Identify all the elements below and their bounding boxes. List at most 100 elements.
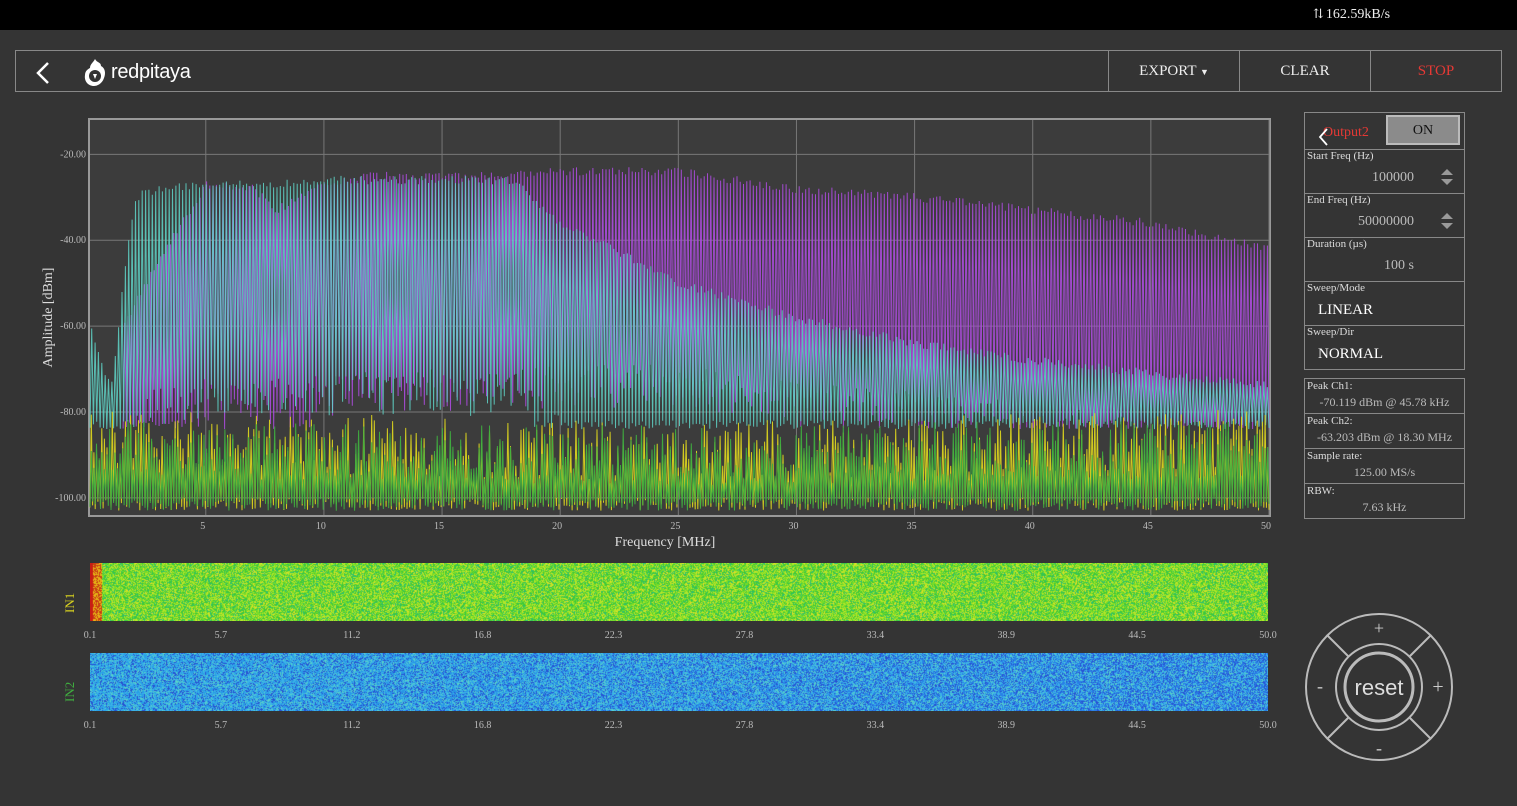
transfer-arrows-icon: ⇅ bbox=[1313, 6, 1324, 21]
redpitaya-logo[interactable]: redpitaya bbox=[82, 57, 191, 87]
waterfall-tick-label: 27.8 bbox=[736, 720, 754, 731]
waterfall-tick-label: 16.8 bbox=[474, 630, 492, 641]
waterfall-tick-label: 0.1 bbox=[84, 720, 97, 731]
waterfall-tick-label: 22.3 bbox=[605, 720, 623, 731]
sweep-dir-field[interactable]: Sweep/Dir NORMAL bbox=[1305, 326, 1464, 369]
spectrum-trace bbox=[89, 175, 1270, 430]
zoom-out-x-button[interactable]: - bbox=[1317, 676, 1323, 696]
duration-value[interactable]: 100 s bbox=[1384, 258, 1414, 273]
waterfall-in2-canvas bbox=[90, 653, 1268, 711]
start-freq-value[interactable]: 100000 bbox=[1372, 170, 1414, 185]
top-toolbar: redpitaya EXPORT ▼ CLEAR STOP bbox=[15, 50, 1502, 92]
peak-ch1-row: Peak Ch1: -70.119 dBm @ 45.78 kHz bbox=[1305, 379, 1464, 414]
start-freq-field[interactable]: Start Freq (Hz) 100000 bbox=[1305, 150, 1464, 194]
measurement-stats-panel: Peak Ch1: -70.119 dBm @ 45.78 kHz Peak C… bbox=[1304, 378, 1465, 519]
pitaya-logo-icon bbox=[84, 59, 105, 86]
waterfall-tick-label: 16.8 bbox=[474, 720, 492, 731]
waterfall-tick-label: 38.9 bbox=[997, 720, 1015, 731]
spectrum-chart[interactable]: 5 10 15 20 25 30 35 40 45 50 -20.00 -40.00 -60.00 -8… bbox=[0, 110, 1290, 560]
logo-text: redpitaya bbox=[111, 60, 191, 83]
status-bar: ⇅ 162.59kB/s bbox=[0, 0, 1517, 30]
sweep-dir-label: Sweep/Dir bbox=[1307, 326, 1355, 338]
generator-settings-panel: Output2 ON Start Freq (Hz) 100000 End Fr… bbox=[1304, 112, 1465, 370]
caret-down-icon: ▼ bbox=[1200, 67, 1209, 77]
x-tick-label: 30 bbox=[788, 521, 798, 532]
duration-label: Duration (µs) bbox=[1307, 238, 1367, 250]
sweep-mode-field[interactable]: Sweep/Mode LINEAR bbox=[1305, 282, 1464, 326]
zoom-in-y-button[interactable]: + bbox=[1374, 618, 1384, 638]
start-freq-label: Start Freq (Hz) bbox=[1307, 150, 1374, 162]
reset-button-ring[interactable] bbox=[1343, 651, 1415, 723]
channel-selector[interactable]: Output2 bbox=[1307, 119, 1385, 146]
waterfall-tick-label: 11.2 bbox=[343, 720, 360, 731]
waterfall-tick-label: 0.1 bbox=[84, 630, 97, 641]
peak-ch2-label: Peak Ch2: bbox=[1307, 415, 1353, 427]
sweep-dir-value[interactable]: NORMAL bbox=[1318, 346, 1384, 362]
spinner-arrows-icon[interactable] bbox=[1440, 168, 1454, 186]
peak-ch1-label: Peak Ch1: bbox=[1307, 380, 1353, 392]
waterfall-tick-label: 11.2 bbox=[343, 630, 360, 641]
chevron-left-icon bbox=[1318, 128, 1328, 146]
x-tick-label: 50 bbox=[1261, 521, 1271, 532]
waterfall-in1-canvas bbox=[90, 563, 1268, 621]
clear-button[interactable]: CLEAR bbox=[1239, 51, 1370, 91]
sweep-mode-value[interactable]: LINEAR bbox=[1318, 302, 1373, 318]
duration-field[interactable]: Duration (µs) 100 s bbox=[1305, 238, 1464, 282]
zoom-in-x-button[interactable]: + bbox=[1432, 676, 1443, 698]
waterfall-tick-label: 44.5 bbox=[1128, 720, 1146, 731]
end-freq-field[interactable]: End Freq (Hz) 50000000 bbox=[1305, 194, 1464, 238]
waterfall-tick-label: 33.4 bbox=[867, 630, 885, 641]
back-button[interactable] bbox=[26, 55, 56, 87]
channel-header: Output2 ON bbox=[1305, 113, 1464, 150]
waterfall-tick-label: 38.9 bbox=[997, 630, 1015, 641]
rbw-row: RBW: 7.63 kHz bbox=[1305, 484, 1464, 518]
x-axis-label: Frequency [MHz] bbox=[615, 535, 716, 550]
spectrum-traces bbox=[89, 167, 1270, 511]
peak-ch2-row: Peak Ch2: -63.203 dBm @ 18.30 MHz bbox=[1305, 414, 1464, 449]
y-tick-label: -100.00 bbox=[55, 493, 86, 504]
sample-rate-label: Sample rate: bbox=[1307, 450, 1363, 462]
waterfall-in1-ticks: 0.1 5.7 11.2 16.8 22.3 27.8 33.4 38.9 44.5 50.0 bbox=[84, 630, 1277, 641]
output-toggle-button[interactable]: ON bbox=[1386, 115, 1460, 145]
rbw-label: RBW: bbox=[1307, 485, 1335, 497]
x-tick-label: 20 bbox=[552, 521, 562, 532]
zoom-nav-pad: reset + - - + bbox=[1305, 613, 1453, 761]
x-tick-label: 10 bbox=[316, 521, 326, 532]
network-rate: ⇅ 162.59kB/s bbox=[1313, 6, 1390, 23]
peak-ch2-value: -63.203 dBm @ 18.30 MHz bbox=[1316, 430, 1453, 444]
export-label: EXPORT bbox=[1139, 63, 1197, 79]
channel-name: Output2 bbox=[1323, 125, 1369, 140]
rbw-value: 7.63 kHz bbox=[1362, 500, 1407, 514]
y-tick-label: -20.00 bbox=[60, 149, 86, 160]
waterfall-tick-label: 50.0 bbox=[1259, 630, 1277, 641]
spectrum-trace bbox=[89, 419, 1270, 511]
waterfall-in2-label: IN2 bbox=[62, 681, 77, 702]
sample-rate-row: Sample rate: 125.00 MS/s bbox=[1305, 449, 1464, 484]
y-tick-label: -80.00 bbox=[60, 407, 86, 418]
waterfall-tick-label: 22.3 bbox=[605, 630, 623, 641]
waterfall-tick-label: 44.5 bbox=[1128, 630, 1146, 641]
y-axis-label: Amplitude [dBm] bbox=[41, 268, 56, 368]
y-tick-label: -60.00 bbox=[60, 321, 86, 332]
sample-rate-value: 125.00 MS/s bbox=[1353, 465, 1416, 479]
waterfall-tick-label: 5.7 bbox=[215, 630, 228, 641]
reset-button[interactable]: reset bbox=[1355, 675, 1404, 700]
sweep-mode-label: Sweep/Mode bbox=[1307, 282, 1366, 294]
zoom-out-y-button[interactable]: - bbox=[1376, 738, 1382, 758]
waterfall-tick-label: 27.8 bbox=[736, 630, 754, 641]
x-tick-label: 45 bbox=[1143, 521, 1153, 532]
peak-ch1-value: -70.119 dBm @ 45.78 kHz bbox=[1319, 395, 1450, 409]
waterfall-in2-ticks: 0.1 5.7 11.2 16.8 22.3 27.8 33.4 38.9 44.5 50.0 bbox=[84, 720, 1277, 731]
spectrum-plot[interactable]: 5 10 15 20 25 30 35 40 45 50 -20.00 -40.00 -60.00 -8… bbox=[0, 110, 1290, 555]
y-tick-label: -40.00 bbox=[60, 235, 86, 246]
network-rate-value: 162.59kB/s bbox=[1325, 7, 1391, 22]
end-freq-value[interactable]: 50000000 bbox=[1358, 214, 1414, 229]
waterfall-tick-label: 33.4 bbox=[867, 720, 885, 731]
export-button[interactable]: EXPORT ▼ bbox=[1108, 51, 1239, 91]
waterfall-in1-label: IN1 bbox=[62, 592, 77, 613]
spinner-arrows-icon[interactable] bbox=[1440, 212, 1454, 230]
x-tick-label: 5 bbox=[200, 521, 205, 532]
x-tick-label: 25 bbox=[670, 521, 680, 532]
x-tick-label: 35 bbox=[907, 521, 917, 532]
stop-button[interactable]: STOP bbox=[1370, 51, 1501, 91]
